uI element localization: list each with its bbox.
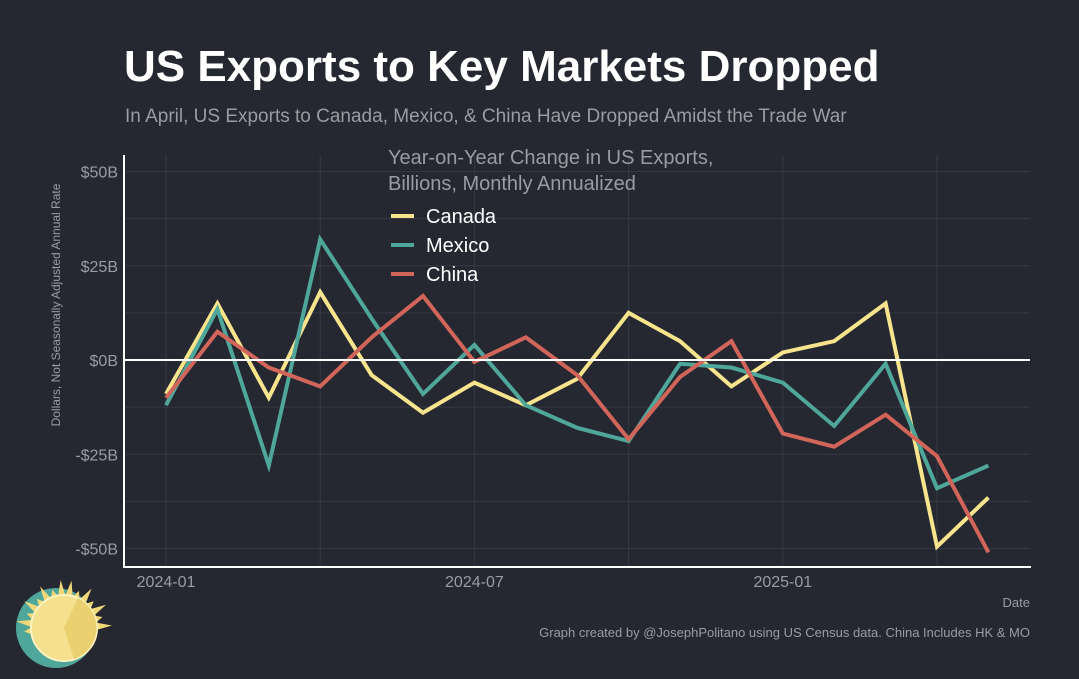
y-tick-label: $50B: [81, 165, 118, 182]
series-line-canada: [164, 288, 990, 551]
legend-title: Year-on-Year Change in US Exports,: [388, 147, 713, 169]
sun-logo-icon: [16, 580, 112, 668]
series-line-mexico: [164, 234, 990, 491]
y-tick-label: -$25B: [75, 447, 118, 464]
chart-subtitle: In April, US Exports to Canada, Mexico, …: [125, 106, 847, 127]
x-tick-label: 2024-01: [137, 574, 196, 591]
series-mexico: [164, 234, 990, 491]
x-tick-label: 2024-07: [445, 574, 504, 591]
y-tick-label: $25B: [81, 259, 118, 276]
y-axis-label: Dollars, Not Seasonally Adjusted Annual …: [49, 183, 63, 426]
series-line-china: [164, 293, 991, 554]
series-canada: [164, 288, 990, 551]
series-china: [164, 293, 991, 554]
x-tick-label: 2025-01: [753, 574, 812, 591]
chart-title: US Exports to Key Markets Dropped: [124, 42, 880, 91]
legend-label: Canada: [426, 206, 497, 228]
y-tick-label: -$50B: [75, 542, 118, 559]
chart-caption: Graph created by @JosephPolitano using U…: [539, 625, 1030, 640]
y-tick-label: $0B: [90, 353, 118, 370]
legend-label: China: [426, 264, 479, 286]
x-axis-label: Date: [1003, 595, 1030, 610]
legend-label: Mexico: [426, 235, 489, 257]
legend-title: Billions, Monthly Annualized: [388, 173, 636, 195]
